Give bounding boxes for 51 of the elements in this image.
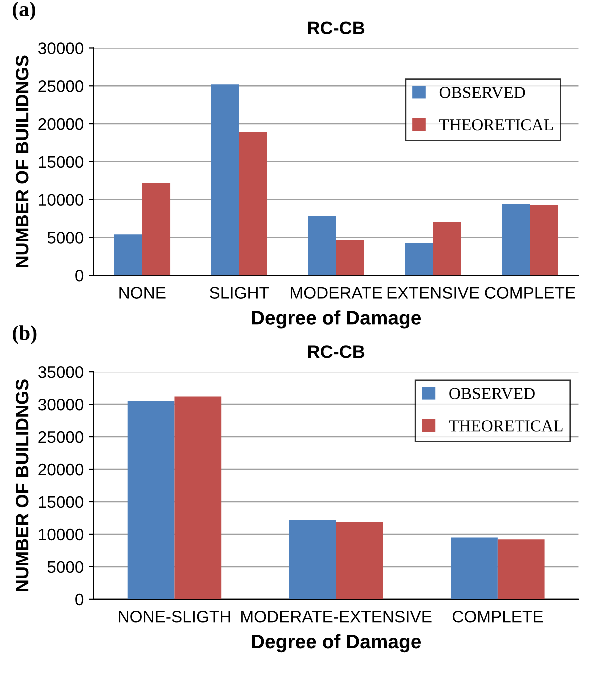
x-tick-label: MODERATE-EXTENSIVE: [242, 610, 432, 623]
x-tick-label: EXTENSIVE: [388, 287, 480, 299]
bar: [142, 183, 171, 276]
y-tick-label: 5000: [48, 232, 84, 244]
bar: [174, 396, 222, 600]
legend-label: THEORETICAL: [440, 119, 554, 131]
bar: [289, 520, 336, 600]
x-axis-title: Degree of Damage: [252, 310, 422, 329]
chart-title: RC-CB: [308, 22, 365, 35]
bar: [336, 240, 364, 276]
x-tick-label: COMPLETE: [452, 610, 544, 623]
y-tick-label: 15000: [39, 156, 84, 168]
bar: [336, 522, 384, 600]
y-tick-label: 0: [76, 594, 84, 606]
bar: [451, 538, 498, 600]
y-tick-label: 25000: [38, 431, 84, 444]
x-tick-label: COMPLETE: [485, 287, 576, 299]
legend-label: OBSERVED: [450, 388, 535, 400]
text: (b): [13, 326, 37, 344]
legend-label: OBSERVED: [440, 87, 526, 98]
x-tick-label: SLIGHT: [210, 287, 270, 299]
y-tick-label: 20000: [38, 118, 84, 130]
text: (a): [13, 2, 36, 21]
bar: [498, 540, 545, 600]
bar: [405, 243, 434, 276]
y-tick-label: 30000: [38, 398, 84, 411]
bar: [239, 132, 268, 276]
y-tick-label: 0: [76, 270, 84, 282]
bar: [308, 216, 336, 276]
x-tick-label: NONE-SLIGTH: [119, 610, 230, 623]
y-tick-label: 10000: [39, 194, 84, 206]
bar: [530, 205, 558, 276]
y-tick-label: 35000: [38, 366, 84, 378]
legend-label: THEORETICAL: [449, 420, 563, 432]
y-axis-title: NUMBER OF BUILIDNGS: [16, 380, 29, 592]
bar: [502, 204, 530, 276]
x-tick-label: NONE: [120, 287, 166, 299]
x-axis-title: Degree of Damage: [252, 634, 422, 653]
y-tick-label: 10000: [39, 528, 84, 541]
bar: [128, 401, 175, 600]
y-tick-label: 15000: [39, 496, 84, 508]
y-tick-label: 20000: [38, 464, 84, 476]
bar: [211, 84, 240, 276]
y-tick-label: 25000: [38, 80, 84, 92]
x-tick-label: MODERATE: [291, 287, 382, 299]
y-axis-title: NUMBER OF BUILIDNGS: [16, 56, 29, 268]
bar: [433, 222, 462, 276]
bar: [114, 234, 142, 276]
y-tick-label: 30000: [38, 42, 84, 54]
y-tick-label: 5000: [48, 561, 84, 574]
chart-title: RC-CB: [308, 346, 365, 358]
